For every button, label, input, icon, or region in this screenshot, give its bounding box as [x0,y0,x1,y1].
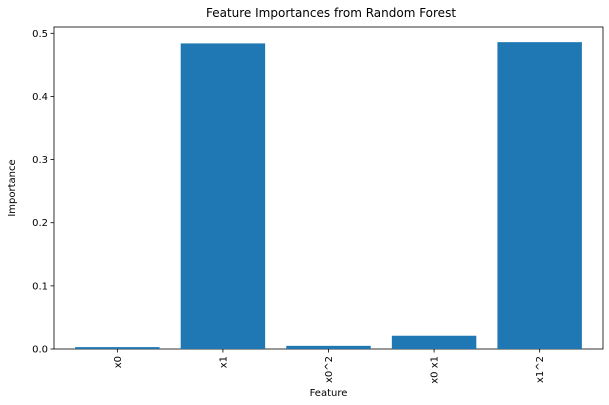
x-tick-label: x0 [113,356,124,368]
x-tick-label: x1 [218,356,229,368]
y-tick-label: 0.4 [32,92,48,103]
chart-title: Feature Importances from Random Forest [206,6,456,20]
bar-x1 [180,43,266,350]
bar-x0-x1 [391,335,477,349]
y-tick-label: 0.3 [32,155,48,166]
x-tick-label: x0 x1 [430,356,441,384]
y-axis: 0.0 0.1 0.2 0.3 0.4 0.5 [32,29,54,356]
y-tick-label: 0.2 [32,218,48,229]
bar-x0 [75,347,160,349]
x-tick-label: x1^2 [535,356,546,383]
y-tick-label: 0.5 [32,29,48,40]
x-tick-label: x0^2 [324,356,335,383]
y-tick-label: 0.1 [32,281,48,292]
x-axis-label: Feature [310,388,348,399]
y-tick-label: 0.0 [32,345,48,356]
y-axis-label: Importance [7,159,18,216]
bar-x0-2 [286,345,371,349]
bars [75,42,582,350]
bar-x1-2 [497,42,582,349]
x-axis: x0 x1 x0^2 x0 x1 x1^2 [113,349,546,384]
